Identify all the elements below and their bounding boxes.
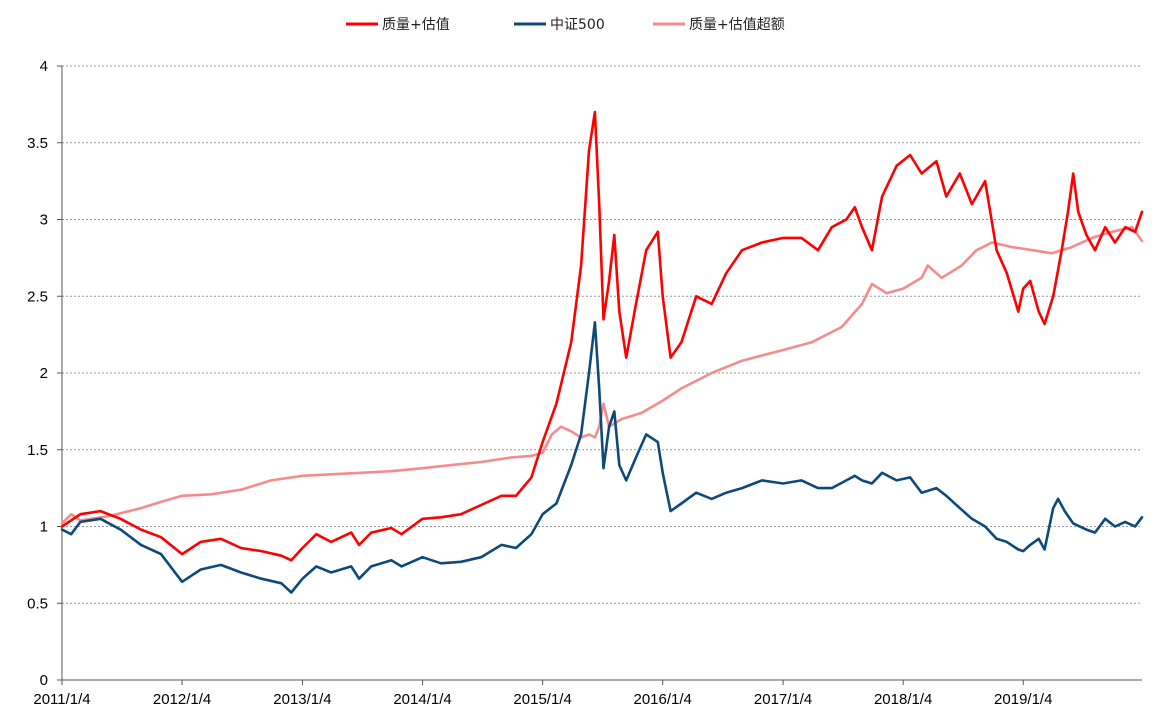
y-tick-label: 0.5 xyxy=(27,595,48,612)
series-line-1 xyxy=(60,321,1144,594)
y-tick-label: 3 xyxy=(40,212,48,229)
y-tick-label: 1 xyxy=(40,519,48,536)
legend-label-0: 质量+估值 xyxy=(382,17,450,33)
series-line-0 xyxy=(60,110,1144,562)
y-tick-label: 2 xyxy=(40,365,48,382)
x-tick-label: 2011/1/4 xyxy=(33,691,90,708)
x-tick-label: 2016/1/4 xyxy=(633,691,691,708)
y-tick-label: 3.5 xyxy=(27,135,48,152)
legend: 质量+估值 中证500 质量+估值超额 xyxy=(346,17,785,33)
x-tick-label: 2015/1/4 xyxy=(513,691,571,708)
x-tick-label: 2013/1/4 xyxy=(273,691,331,708)
x-tick-label: 2019/1/4 xyxy=(994,691,1052,708)
axes: 0 0.5 1 1.5 2 2.5 3 3.5 4 2011/1/4 2012/1/4 2013/1/… xyxy=(27,58,1142,708)
x-tick-label: 2014/1/4 xyxy=(393,691,451,708)
y-tick-label: 1.5 xyxy=(27,442,48,459)
legend-label-2: 质量+估值超额 xyxy=(689,17,785,33)
series-line-2 xyxy=(60,225,1144,525)
x-tick-label: 2012/1/4 xyxy=(153,691,211,708)
series-group xyxy=(60,110,1144,594)
legend-label-1: 中证500 xyxy=(550,17,605,33)
x-tick-label: 2018/1/4 xyxy=(874,691,932,708)
x-tick-label: 2017/1/4 xyxy=(754,691,812,708)
y-tick-label: 0 xyxy=(40,672,48,689)
y-tick-label: 4 xyxy=(40,58,48,75)
y-tick-label: 2.5 xyxy=(27,288,48,305)
